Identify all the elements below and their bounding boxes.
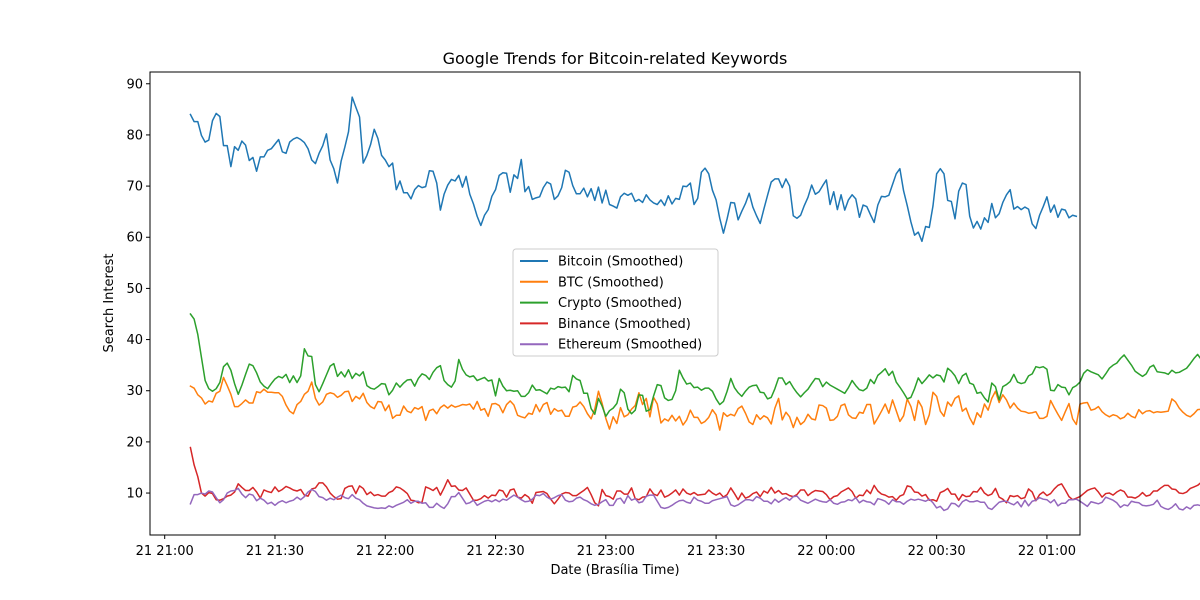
- series-line-bitcoin-smoothed: [189, 96, 1078, 243]
- plot-area-frame: [149, 71, 1081, 536]
- x-axis-label: Date (Brasília Time): [550, 563, 679, 578]
- legend-label-ethereum-smoothed: Ethereum (Smoothed): [558, 338, 702, 353]
- y-tick-label: 80: [126, 128, 143, 143]
- y-tick-label: 60: [126, 231, 143, 246]
- y-tick-label: 50: [126, 282, 143, 297]
- legend: Bitcoin (Smoothed) BTC (Smoothed) Crypto (…: [512, 248, 719, 357]
- legend-box: [512, 248, 719, 357]
- x-tick-label: 21 23:00: [577, 544, 635, 559]
- x-tick-label: 22 01:00: [1018, 544, 1076, 559]
- x-tick-label: 21 21:30: [246, 544, 304, 559]
- y-tick-label: 90: [126, 77, 143, 92]
- series-layer: [189, 96, 1200, 512]
- y-axis-label: Search Interest: [102, 254, 117, 353]
- x-tick-label: 21 23:30: [687, 544, 745, 559]
- x-tick-label: 22 00:00: [797, 544, 855, 559]
- x-tick-label: 21 22:30: [466, 544, 524, 559]
- x-tick-label: 21 22:00: [356, 544, 414, 559]
- series-line-crypto-smoothed: [189, 312, 1200, 418]
- y-tick-label: 10: [126, 487, 143, 502]
- y-tick-label: 30: [126, 384, 143, 399]
- series-line-ethereum-smoothed: [189, 487, 1200, 512]
- y-tick-label: 70: [126, 180, 143, 195]
- legend-label-btc-smoothed: BTC (Smoothed): [558, 275, 664, 290]
- x-axis: 21 21:00 21 21:30 21 22:00 21 22:30 21 23:00…: [136, 535, 1076, 559]
- y-tick-label: 20: [126, 435, 143, 450]
- y-tick-label: 40: [126, 333, 143, 348]
- x-tick-label: 22 00:30: [908, 544, 966, 559]
- series-line-binance-smoothed: [189, 446, 1200, 507]
- chart-title: Google Trends for Bitcoin-related Keywor…: [443, 49, 788, 68]
- y-axis: 10 20 30 40 50 60 70 80 90: [126, 77, 150, 502]
- legend-label-crypto-smoothed: Crypto (Smoothed): [558, 296, 682, 311]
- legend-label-bitcoin-smoothed: Bitcoin (Smoothed): [558, 255, 683, 270]
- x-tick-label: 21 21:00: [136, 544, 194, 559]
- series-line-btc-smoothed: [189, 376, 1200, 431]
- legend-label-binance-smoothed: Binance (Smoothed): [558, 317, 691, 332]
